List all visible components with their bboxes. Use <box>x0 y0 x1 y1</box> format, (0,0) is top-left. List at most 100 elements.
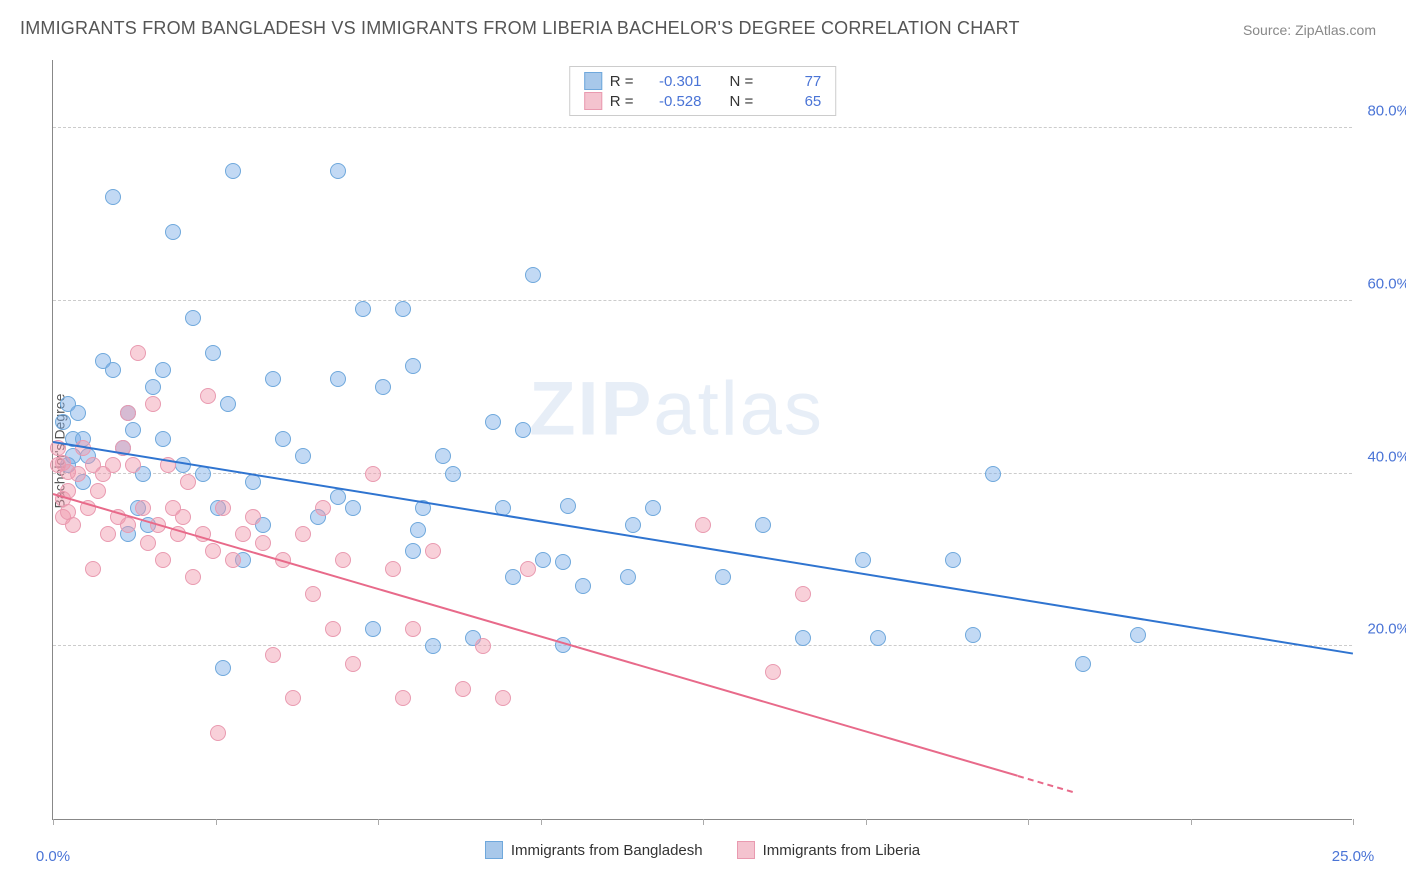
data-point <box>55 414 71 430</box>
legend-swatch <box>737 841 755 859</box>
data-point <box>155 362 171 378</box>
source-prefix: Source: <box>1243 22 1295 38</box>
legend-n-value: 77 <box>763 73 821 90</box>
data-point <box>405 543 421 559</box>
data-point <box>145 379 161 395</box>
legend-r-value: -0.528 <box>644 93 702 110</box>
data-point <box>795 586 811 602</box>
data-point <box>520 561 536 577</box>
legend-bottom-item: Immigrants from Bangladesh <box>485 841 703 859</box>
data-point <box>345 656 361 672</box>
data-point <box>345 500 361 516</box>
trend-line <box>1018 775 1074 793</box>
data-point <box>175 509 191 525</box>
data-point <box>475 638 491 654</box>
legend-swatch <box>584 92 602 110</box>
data-point <box>205 345 221 361</box>
chart-title: IMMIGRANTS FROM BANGLADESH VS IMMIGRANTS… <box>20 18 1020 39</box>
data-point <box>555 554 571 570</box>
x-tick <box>866 819 867 825</box>
data-point <box>1075 656 1091 672</box>
data-point <box>985 466 1001 482</box>
data-point <box>255 535 271 551</box>
legend-series-label: Immigrants from Bangladesh <box>511 842 703 859</box>
legend-n-label: N = <box>730 93 754 110</box>
data-point <box>295 448 311 464</box>
data-point <box>435 448 451 464</box>
data-point <box>205 543 221 559</box>
data-point <box>855 552 871 568</box>
data-point <box>85 561 101 577</box>
x-tick <box>1028 819 1029 825</box>
data-point <box>560 498 576 514</box>
data-point <box>495 690 511 706</box>
data-point <box>425 638 441 654</box>
data-point <box>1130 627 1146 643</box>
x-tick-label: 0.0% <box>36 848 70 865</box>
data-point <box>330 489 346 505</box>
legend-bottom: Immigrants from Bangladesh Immigrants fro… <box>53 841 1352 859</box>
y-tick-label: 20.0% <box>1367 621 1406 638</box>
data-point <box>285 690 301 706</box>
data-point <box>185 569 201 585</box>
legend-swatch <box>584 72 602 90</box>
data-point <box>130 345 146 361</box>
legend-n-value: 65 <box>763 93 821 110</box>
data-point <box>225 552 241 568</box>
data-point <box>65 517 81 533</box>
data-point <box>245 509 261 525</box>
data-point <box>220 396 236 412</box>
plot-area: ZIPatlas R = -0.301N = 77R = -0.528N = 6… <box>52 60 1352 820</box>
data-point <box>375 379 391 395</box>
data-point <box>870 630 886 646</box>
chart-container: Bachelor's Degree ZIPatlas R = -0.301N =… <box>48 56 1358 846</box>
data-point <box>120 517 136 533</box>
data-point <box>645 500 661 516</box>
data-point <box>965 627 981 643</box>
data-point <box>765 664 781 680</box>
data-point <box>355 301 371 317</box>
y-tick-label: 40.0% <box>1367 448 1406 465</box>
data-point <box>525 267 541 283</box>
data-point <box>90 483 106 499</box>
data-point <box>125 422 141 438</box>
data-point <box>155 552 171 568</box>
x-tick <box>1191 819 1192 825</box>
legend-swatch <box>485 841 503 859</box>
y-tick-label: 60.0% <box>1367 275 1406 292</box>
data-point <box>715 569 731 585</box>
data-point <box>325 621 341 637</box>
gridline <box>53 127 1352 128</box>
data-point <box>70 466 86 482</box>
data-point <box>125 457 141 473</box>
x-tick-label: 25.0% <box>1332 848 1375 865</box>
gridline <box>53 645 1352 646</box>
x-tick <box>541 819 542 825</box>
data-point <box>210 725 226 741</box>
data-point <box>135 500 151 516</box>
data-point <box>385 561 401 577</box>
data-point <box>620 569 636 585</box>
data-point <box>235 526 251 542</box>
data-point <box>405 358 421 374</box>
data-point <box>755 517 771 533</box>
data-point <box>505 569 521 585</box>
data-point <box>330 371 346 387</box>
data-point <box>70 405 86 421</box>
legend-bottom-item: Immigrants from Liberia <box>737 841 921 859</box>
data-point <box>155 431 171 447</box>
data-point <box>455 681 471 697</box>
data-point <box>405 621 421 637</box>
data-point <box>100 526 116 542</box>
legend-r-value: -0.301 <box>644 73 702 90</box>
watermark: ZIPatlas <box>529 366 824 453</box>
data-point <box>445 466 461 482</box>
legend-series-label: Immigrants from Liberia <box>763 842 921 859</box>
legend-top-row: R = -0.528N = 65 <box>570 91 836 111</box>
data-point <box>315 500 331 516</box>
gridline <box>53 300 1352 301</box>
data-point <box>335 552 351 568</box>
data-point <box>410 522 426 538</box>
x-tick <box>1353 819 1354 825</box>
data-point <box>625 517 641 533</box>
